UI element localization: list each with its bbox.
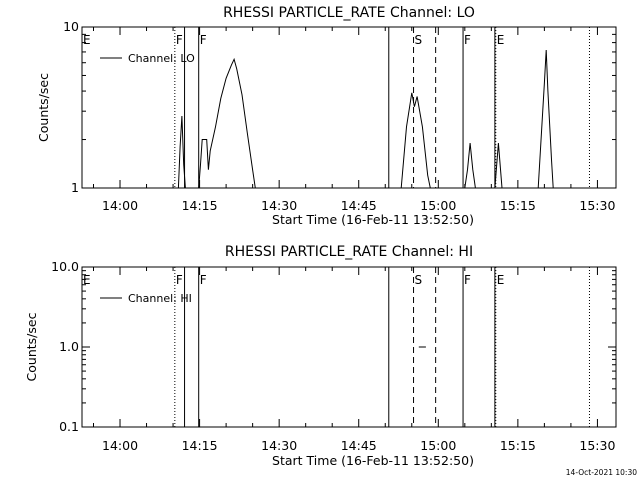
event-marker-label: E [497,33,505,47]
y-tick-label: 10 [63,19,79,34]
x-tick-label: 14:15 [182,438,218,453]
x-tick-label: 15:00 [420,198,456,213]
event-marker-label: S [415,273,423,287]
y-tick-label: 1.0 [59,339,79,354]
x-tick-label: 15:00 [420,438,456,453]
event-marker-label: F [464,33,471,47]
x-tick-label: 14:30 [261,198,297,213]
legend-label: Channel: LO [128,52,195,65]
y-axis-label: Counts/sec [24,312,39,381]
chart-title: RHESSI PARTICLE_RATE Channel: LO [223,5,475,21]
x-tick-label: 14:45 [341,438,377,453]
x-tick-label: 14:00 [102,438,138,453]
y-tick-label: 1 [71,180,79,195]
event-marker-label: F [176,33,183,47]
event-marker-label: E [83,273,91,287]
x-tick-label: 15:30 [579,198,615,213]
legend-label: Channel: HI [128,292,192,305]
x-tick-label: 15:15 [500,438,536,453]
x-tick-label: 15:30 [579,438,615,453]
event-marker-label: F [176,273,183,287]
footer-timestamp: 14-Oct-2021 10:30 [566,468,637,477]
y-tick-label: 0.1 [59,419,79,434]
event-marker-label: E [83,33,91,47]
hi-channel-panel: RHESSI PARTICLE_RATE Channel: HI Start Ti… [24,244,617,468]
x-tick-label: 14:00 [102,198,138,213]
event-marker-label: F [464,273,471,287]
event-marker-label: F [200,33,207,47]
lo-channel-panel: RHESSI PARTICLE_RATE Channel: LO Start Ti… [36,5,617,227]
x-tick-label: 14:30 [261,438,297,453]
event-marker-label: S [415,33,423,47]
event-marker-label: E [497,273,505,287]
x-tick-label: 14:45 [341,198,377,213]
y-axis-label: Counts/sec [36,73,51,142]
x-tick-label: 14:15 [182,198,218,213]
y-tick-label: 10.0 [51,259,79,274]
chart-title: RHESSI PARTICLE_RATE Channel: HI [225,244,473,260]
x-axis-label: Start Time (16-Feb-11 13:52:50) [272,453,474,468]
x-tick-label: 15:15 [500,198,536,213]
event-marker-label: F [200,273,207,287]
x-axis-label: Start Time (16-Feb-11 13:52:50) [272,212,474,227]
series-line [177,49,554,189]
